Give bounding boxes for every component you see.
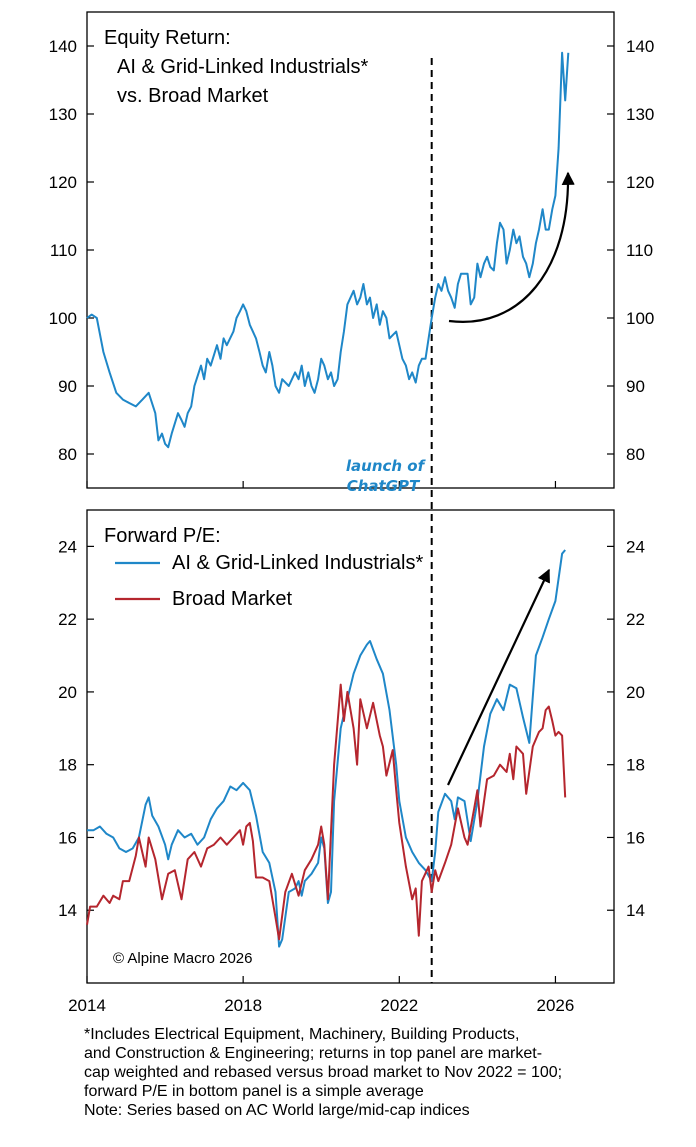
trend-arrow-top — [448, 171, 575, 323]
y-tick-label-left: 130 — [49, 105, 77, 124]
y-tick-label-left: 80 — [58, 445, 77, 464]
y-tick-label-right: 130 — [626, 105, 654, 124]
y-tick-label-left: 120 — [49, 173, 77, 192]
top-panel-title: Equity Return: — [104, 27, 231, 49]
y-tick-label-right: 80 — [626, 445, 645, 464]
footnotes: *Includes Electrical Equipment, Machiner… — [84, 1025, 684, 1120]
series-line-p1-1 — [86, 51, 570, 449]
y-tick-label-right: 110 — [626, 241, 653, 260]
y-tick-label-right: 90 — [626, 377, 645, 396]
footnote-line: cap weighted and rebased versus broad ma… — [84, 1064, 563, 1081]
y-tick-label-right: 24 — [626, 537, 645, 556]
y-tick-label-left: 100 — [49, 309, 77, 328]
vline-label-line2: ChatGPT — [347, 477, 421, 495]
y-tick-label-left: 22 — [58, 610, 77, 629]
footnote-line: Note: Series based on AC World large/mid… — [84, 1102, 470, 1119]
trend-arrow-bottom — [447, 568, 550, 786]
legend-label-1: AI & Grid-Linked Industrials* — [172, 552, 423, 574]
footnote-line: and Construction & Engineering; returns … — [84, 1045, 543, 1062]
y-tick-label-right: 100 — [626, 309, 654, 328]
top-panel-subtitle-1: AI & Grid-Linked Industrials* — [117, 56, 368, 78]
y-tick-label-right: 140 — [626, 37, 654, 56]
y-tick-label-left: 110 — [50, 241, 77, 260]
y-tick-label-right: 20 — [626, 683, 645, 702]
series-line-p2-2 — [86, 683, 567, 941]
x-tick-label: 2022 — [380, 996, 418, 1015]
x-tick-label: 2014 — [68, 996, 106, 1015]
copyright-text: © Alpine Macro 2026 — [113, 950, 252, 967]
footnote-line: *Includes Electrical Equipment, Machiner… — [84, 1026, 520, 1043]
vline-label-line1: launch of — [346, 457, 427, 475]
y-tick-label-left: 24 — [58, 537, 77, 556]
chart-figure: 80 80 90 90 100 100 110 110 120 120 130 130 140 140 14… — [49, 11, 654, 1015]
y-tick-label-right: 22 — [626, 610, 645, 629]
y-tick-label-right: 120 — [626, 173, 654, 192]
y-tick-label-right: 14 — [626, 901, 645, 920]
x-tick-label: 2018 — [224, 996, 262, 1015]
legend-label-2: Broad Market — [172, 588, 292, 610]
y-tick-label-left: 16 — [58, 828, 77, 847]
bottom-panel-title: Forward P/E: — [104, 525, 221, 547]
top-panel-subtitle-2: vs. Broad Market — [117, 85, 269, 107]
footnote-line: forward P/E in bottom panel is a simple … — [84, 1083, 424, 1100]
y-tick-label-left: 20 — [58, 683, 77, 702]
panel-frame-2 — [86, 509, 615, 984]
y-tick-label-right: 16 — [626, 828, 645, 847]
y-tick-label-left: 140 — [49, 37, 77, 56]
y-tick-label-right: 18 — [626, 756, 645, 775]
x-tick-label: 2026 — [537, 996, 575, 1015]
y-tick-label-left: 90 — [58, 377, 77, 396]
y-tick-label-left: 18 — [58, 756, 77, 775]
y-tick-label-left: 14 — [58, 901, 77, 920]
